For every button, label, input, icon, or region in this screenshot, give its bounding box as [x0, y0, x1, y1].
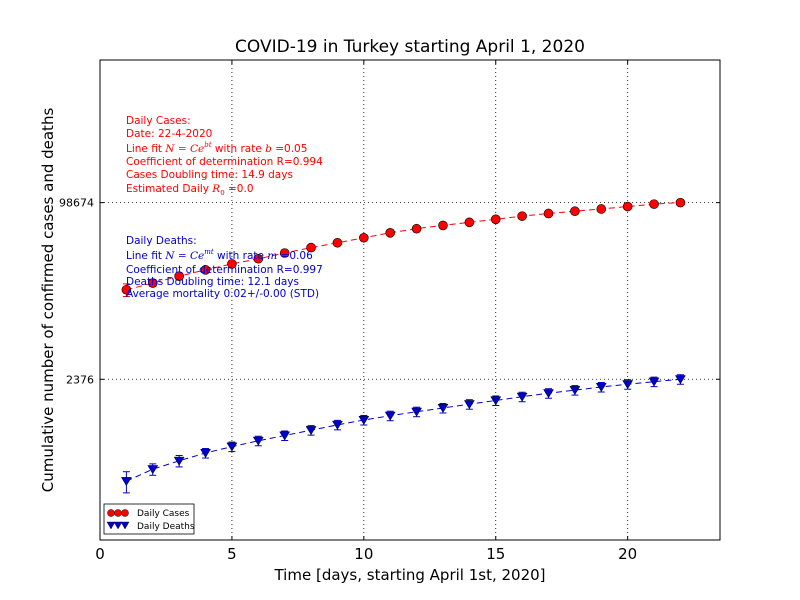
deaths-data-point: [463, 400, 475, 410]
cases-data-point: [570, 206, 580, 217]
deaths-annotation-line: Daily Deaths:: [126, 235, 197, 247]
cases-data-point: [306, 242, 316, 253]
fit-line-layer: [126, 202, 681, 482]
cases-data-point: [622, 201, 633, 212]
deaths-data-point: [622, 380, 634, 390]
plot-frame: [99, 59, 721, 541]
deaths-data-point: [173, 456, 185, 466]
error-bar-layer: [122, 199, 684, 494]
deaths-data-point: [305, 426, 317, 436]
deaths-data-point: [332, 420, 343, 430]
cases-data-point: [649, 199, 659, 209]
deaths-annotation: Daily Deaths: Line fit N = Cemt with rat…: [126, 235, 323, 300]
cases-data-point: [490, 214, 501, 225]
cases-annotation-fit: Line fit N = Cebt with rate b =0.05: [126, 141, 307, 155]
grid-layer: [100, 60, 720, 540]
cases-data-point: [227, 259, 237, 269]
marker-layer: [120, 197, 686, 487]
cases-data-point: [438, 220, 448, 231]
deaths-data-point: [226, 442, 238, 452]
deaths-data-point: [358, 415, 370, 425]
deaths-annotation-r: Coefficient of determination R=0.997: [126, 264, 323, 276]
cases-annotation-r: Coefficient of determination R=0.994: [126, 156, 323, 168]
cases-data-point: [253, 253, 264, 264]
deaths-data-point: [569, 386, 581, 396]
cases-annotation-date: Date: 22-4-2020: [126, 128, 212, 140]
cases-data-point: [464, 217, 475, 228]
deaths-data-point: [384, 411, 396, 421]
deaths-data-point: [200, 449, 211, 459]
deaths-data-point: [252, 436, 264, 446]
x-tick-label: 0: [95, 545, 105, 563]
x-tick-label: 5: [227, 545, 237, 563]
deaths-data-point: [279, 431, 291, 441]
legend-deaths-marker: [106, 521, 130, 530]
y-tick-label: 98674: [59, 197, 94, 210]
cases-annotation-line: Daily Cases:: [126, 115, 191, 127]
cases-data-point: [279, 248, 290, 258]
deaths-annotation-doubling: Deaths Doubling time: 12.1 days: [126, 276, 299, 288]
deaths-annotation-fit: Line fit N = Cemt with rate m =0.06: [126, 248, 313, 262]
cases-annotation-r0: Estimated Daily R0 =0.0: [126, 183, 254, 197]
deaths-data-point: [543, 389, 554, 399]
cases-data-point: [147, 278, 158, 288]
legend-cases-label: Daily Cases: [137, 509, 190, 519]
cases-annotation: Daily Cases: Date: 22-4-2020 Line fit N …: [126, 115, 323, 197]
cases-data-point: [411, 223, 422, 234]
legend-box: [103, 503, 195, 535]
cases-data-point: [517, 211, 527, 221]
cases-fit-line: [126, 202, 681, 291]
cases-data-point: [596, 204, 607, 214]
cases-data-point: [543, 208, 554, 219]
cases-data-point: [200, 265, 211, 275]
deaths-data-point: [437, 403, 449, 413]
cases-data-point: [675, 197, 686, 208]
deaths-annotation-mortality: Average mortality 0.02+/-0.00 (STD): [126, 288, 319, 300]
deaths-fit-line: [126, 378, 681, 482]
x-axis-label: Time [days, starting April 1st, 2020]: [273, 566, 545, 584]
deaths-data-point: [674, 375, 686, 385]
deaths-data-point: [648, 377, 660, 387]
x-tick-label: 20: [618, 545, 637, 563]
cases-data-point: [332, 237, 343, 248]
y-tick-label: 2376: [66, 373, 94, 386]
cases-data-point: [359, 232, 369, 243]
x-tick-label: 10: [354, 545, 373, 563]
cases-data-point: [385, 228, 396, 238]
deaths-data-point: [516, 392, 528, 402]
legend: Daily Cases Daily Deaths: [103, 503, 195, 535]
x-tick-label: 15: [486, 545, 505, 563]
deaths-data-point: [490, 396, 502, 406]
legend-deaths-label: Daily Deaths: [137, 522, 195, 532]
deaths-data-point: [595, 383, 607, 393]
tick-layer: 0 5 10 15 20 2376 98674: [59, 60, 720, 563]
deaths-data-point: [147, 465, 159, 475]
cases-data-point: [174, 271, 184, 281]
deaths-data-point: [411, 407, 423, 417]
cases-data-point: [121, 284, 132, 295]
legend-cases-marker: [107, 509, 129, 517]
cases-annotation-doubling: Cases Doubling time: 14.9 days: [126, 169, 293, 181]
chart-title: COVID-19 in Turkey starting April 1, 202…: [235, 37, 585, 57]
y-axis-label: Cumulative number of confirmed cases and…: [39, 108, 57, 493]
deaths-data-point: [120, 477, 132, 487]
